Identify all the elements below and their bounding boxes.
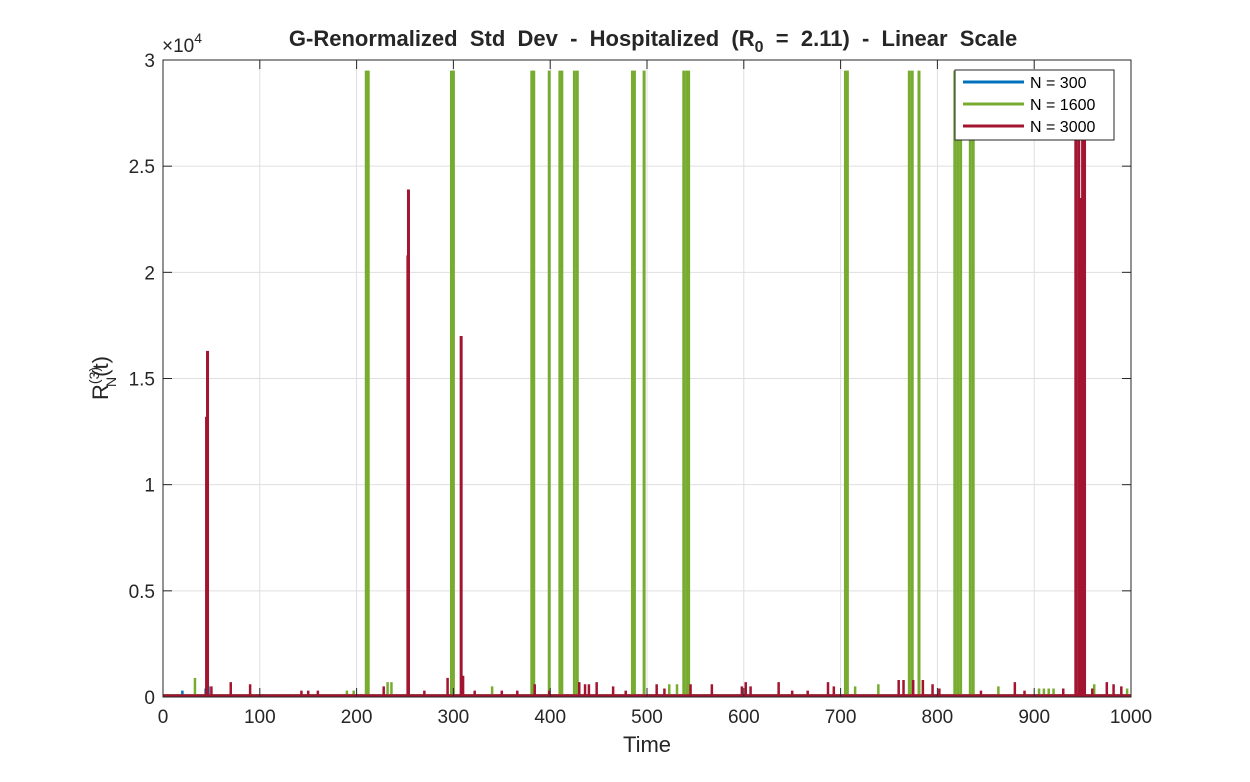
x-tick-label: 300	[438, 707, 470, 728]
x-tick-label: 0	[158, 707, 169, 728]
legend-entry-n300: N = 300	[1030, 75, 1087, 92]
x-tick-label: 800	[922, 707, 954, 728]
series-layer	[163, 70, 1131, 697]
series-1	[163, 70, 1131, 697]
y-axis-label: R(3)N(t)	[86, 356, 119, 400]
x-axis-label: Time	[623, 732, 671, 757]
y-tick-label: 2	[144, 263, 155, 284]
y-tick-label: 0.5	[129, 582, 155, 603]
x-axis: 0 100 200 300 400 500 600 700 800 900 1000	[158, 60, 1152, 728]
y-axis: 0 0.5 1 1.5 2 2.5 3	[129, 51, 1131, 709]
x-tick-label: 400	[534, 707, 566, 728]
x-tick-label: 700	[825, 707, 857, 728]
x-tick-label: 600	[728, 707, 760, 728]
legend: N = 300 N = 1600 N = 3000	[954, 69, 1115, 141]
legend-entry-n1600: N = 1600	[1030, 97, 1095, 114]
y-exponent-label: ×104	[162, 30, 202, 57]
y-tick-label: 3	[144, 51, 155, 72]
x-tick-label: 500	[631, 707, 663, 728]
y-tick-label: 0	[144, 688, 155, 709]
chart-title: G-Renormalized Std Dev - Hospitalized (R…	[258, 26, 1035, 56]
x-tick-label: 1000	[1110, 707, 1152, 728]
series-2	[163, 70, 1131, 697]
x-tick-label: 900	[1018, 707, 1050, 728]
x-tick-label: 200	[341, 707, 373, 728]
y-tick-label: 1	[144, 476, 155, 497]
y-tick-label: 1.5	[129, 370, 155, 391]
legend-entry-n3000: N = 3000	[1030, 119, 1095, 136]
y-tick-label: 2.5	[129, 157, 155, 178]
x-tick-label: 100	[244, 707, 276, 728]
